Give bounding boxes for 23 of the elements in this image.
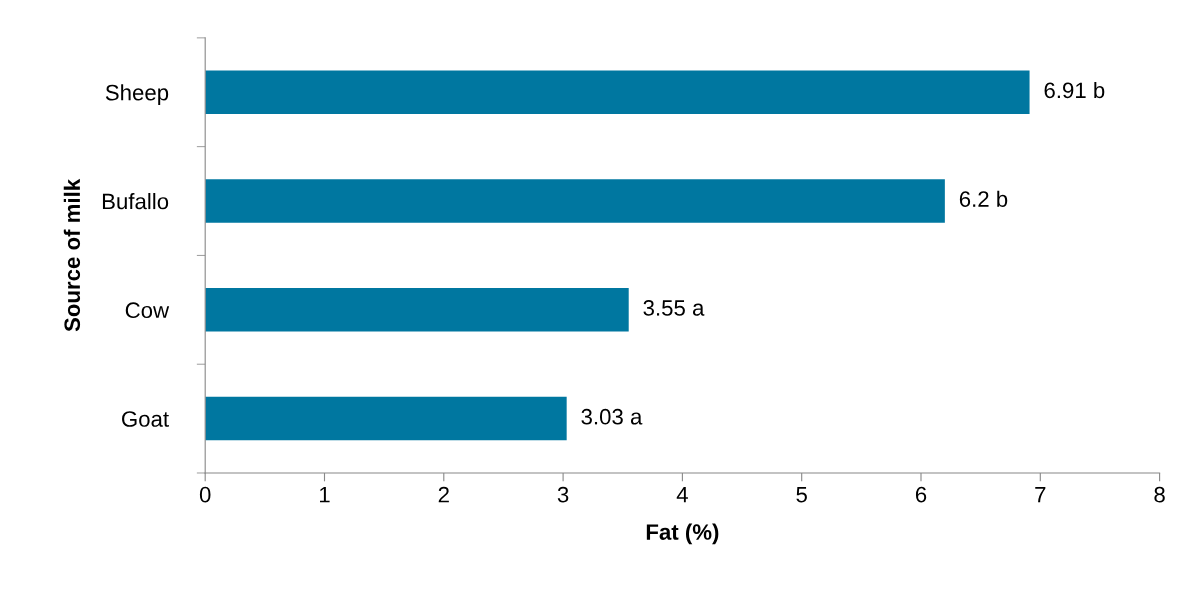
data-label: 6.2 b	[959, 190, 1008, 207]
data-label: 3.03 a	[581, 408, 643, 425]
y-tick-label: Cow	[125, 302, 170, 319]
y-axis-title: Source of milk	[63, 178, 81, 332]
x-tick-label: 3	[557, 486, 569, 503]
x-tick-label: 7	[1035, 487, 1046, 503]
bar	[205, 70, 1030, 115]
x-tick-label: 5	[796, 487, 807, 503]
y-tick-label: Goat	[122, 411, 169, 427]
x-tick-label: 0	[199, 486, 211, 503]
data-label: 3.55 a	[643, 300, 705, 316]
y-tick-label: Bufallo	[102, 192, 169, 210]
x-axis-title: Fat (%)	[646, 523, 719, 545]
data-label: 6.91 b	[1044, 81, 1105, 99]
y-tick-label: Sheep	[105, 84, 169, 105]
x-tick-label: 4	[676, 487, 688, 503]
x-tick-label: 1	[320, 487, 330, 503]
bar	[205, 396, 567, 441]
x-tick-label: 8	[1154, 486, 1165, 503]
bar	[205, 179, 945, 223]
x-tick-label: 6	[915, 486, 927, 503]
x-tick-label: 2	[438, 486, 449, 503]
bar	[205, 288, 629, 332]
